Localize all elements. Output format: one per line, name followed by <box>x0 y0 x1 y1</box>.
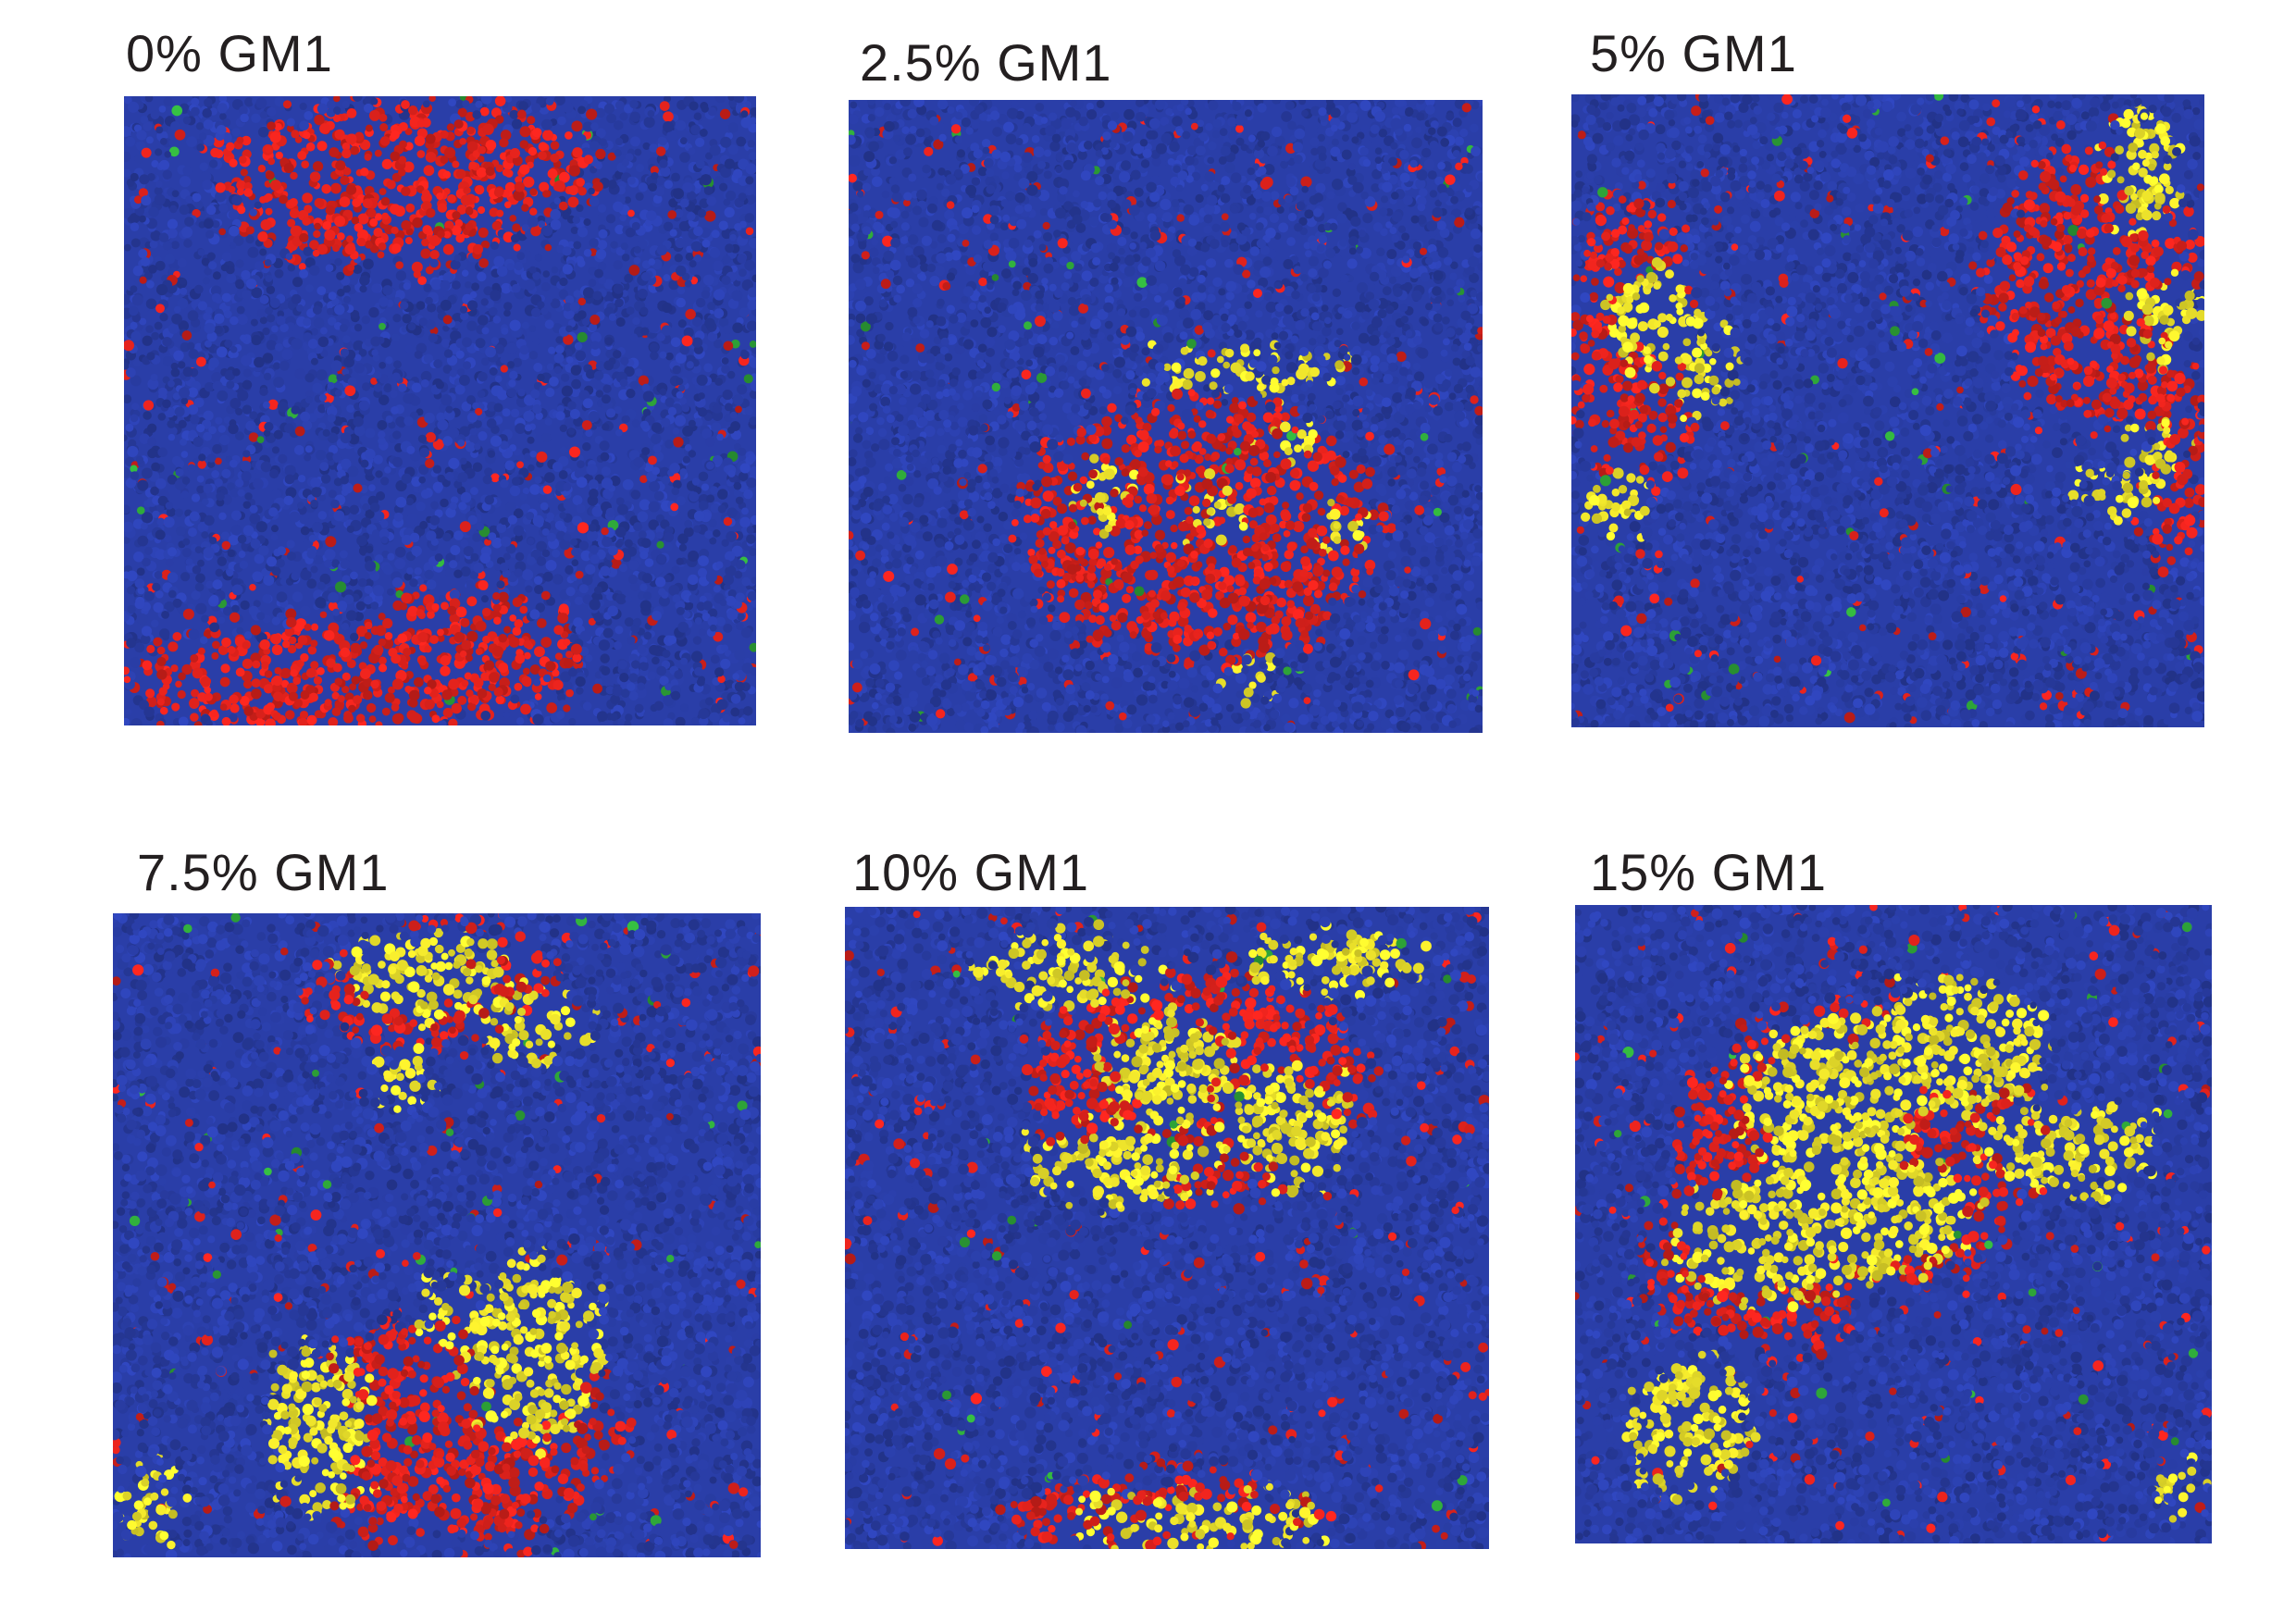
panel-label-1: 2.5% GM1 <box>860 37 1112 89</box>
membrane-snapshot-1 <box>849 100 1483 733</box>
panel-label-5: 15% GM1 <box>1590 847 1827 899</box>
panel-label-2: 5% GM1 <box>1590 28 1797 80</box>
membrane-snapshot-5 <box>1575 905 2212 1543</box>
panel-label-3: 7.5% GM1 <box>137 847 390 899</box>
panel-label-4: 10% GM1 <box>852 847 1089 899</box>
panel-label-0: 0% GM1 <box>126 28 333 80</box>
membrane-snapshot-3 <box>113 913 761 1557</box>
membrane-snapshot-2 <box>1571 94 2204 727</box>
membrane-snapshot-0 <box>124 96 756 725</box>
membrane-snapshot-4 <box>845 907 1489 1549</box>
